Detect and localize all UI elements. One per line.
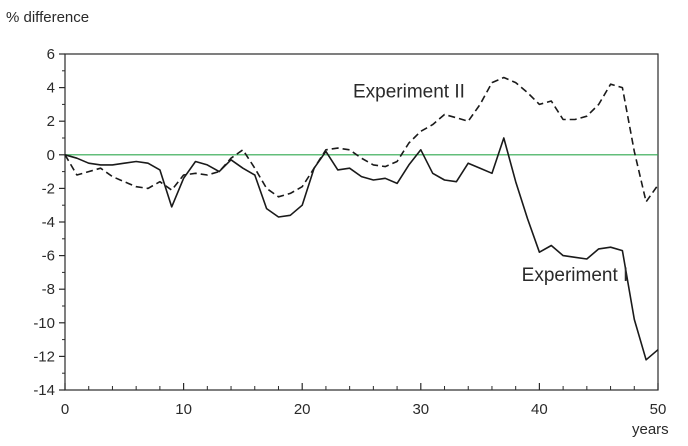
x-tick-label: 50 — [650, 401, 667, 418]
y-axis-label: % difference — [6, 9, 89, 26]
series-annotations: Experiment II Experiment I — [353, 82, 628, 286]
y-tick-label: 0 — [47, 147, 55, 164]
y-tick-label: -4 — [42, 214, 55, 231]
series-label-experiment-i: Experiment I — [522, 265, 629, 286]
y-tick-label: 6 — [47, 46, 55, 63]
x-tick-label: 0 — [61, 401, 69, 418]
y-tick-label: -12 — [33, 348, 55, 365]
series-label-experiment-ii: Experiment II — [353, 82, 465, 103]
x-tick-label: 30 — [412, 401, 429, 418]
y-tick-label: -14 — [33, 382, 55, 399]
x-tick-label: 10 — [175, 401, 192, 418]
plot-frame — [64, 53, 659, 391]
axes — [59, 53, 659, 391]
x-tick-label: 20 — [294, 401, 311, 418]
y-tick-label: -8 — [42, 281, 55, 298]
series-line-experiment-i — [64, 137, 659, 361]
y-tick-label: 4 — [47, 80, 55, 97]
y-tick-label: -6 — [42, 248, 55, 265]
x-tick-label: 40 — [531, 401, 548, 418]
y-tick-label: -10 — [33, 315, 55, 332]
y-tick-label: -2 — [42, 180, 55, 197]
x-axis-label: years — [632, 421, 669, 438]
y-tick-label: 2 — [47, 113, 55, 130]
series-group — [64, 76, 659, 361]
